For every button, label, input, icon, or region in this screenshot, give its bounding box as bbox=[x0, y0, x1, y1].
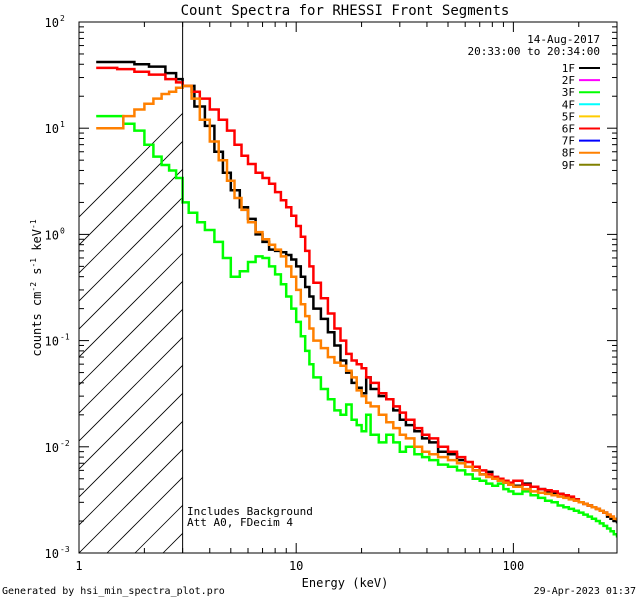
y-tick-exponent: -3 bbox=[60, 545, 70, 554]
series-group bbox=[96, 60, 617, 538]
footer-date: 29-Apr-2023 01:37 bbox=[534, 586, 636, 597]
hatch-line bbox=[79, 224, 183, 330]
series-8f-line bbox=[96, 84, 617, 521]
attenuator-hatch-region bbox=[79, 112, 183, 553]
hatch-line bbox=[79, 196, 183, 302]
y-label-part: s bbox=[30, 268, 44, 282]
series-3f-line bbox=[96, 114, 617, 538]
legend-label-6f: 6F bbox=[562, 123, 575, 136]
x-tick-label: 1 bbox=[75, 559, 82, 573]
hatch-line bbox=[79, 364, 183, 470]
footer-generated-by: Generated by hsi_min_spectra_plot.pro bbox=[2, 586, 225, 597]
y-tick-label: 10 bbox=[45, 16, 59, 30]
y-label-exp: -2 bbox=[29, 282, 38, 292]
y-tick-exponent: 0 bbox=[60, 226, 65, 235]
y-tick-label: 10 bbox=[45, 228, 59, 242]
y-tick-exponent: -2 bbox=[60, 439, 70, 448]
x-tick-label: 10 bbox=[289, 559, 303, 573]
hatch-line bbox=[79, 252, 183, 358]
x-tick-label: 100 bbox=[503, 559, 525, 573]
hatch-line bbox=[79, 392, 183, 498]
y-tick-label: 10 bbox=[45, 547, 59, 561]
plot-frame bbox=[78, 21, 618, 554]
legend-label-4f: 4F bbox=[562, 98, 575, 111]
y-tick-exponent: -1 bbox=[60, 333, 70, 342]
legend-label-8f: 8F bbox=[562, 147, 575, 160]
note-attenuator: Att A0, FDecim 4 bbox=[187, 516, 293, 529]
y-label-exp: -1 bbox=[29, 258, 38, 268]
legend-label-1f: 1F bbox=[562, 62, 575, 75]
note-background: Includes Background bbox=[187, 505, 313, 518]
y-label-part: keV bbox=[30, 229, 44, 258]
chart-title: Count Spectra for RHESSI Front Segments bbox=[181, 3, 510, 19]
date-label: 14-Aug-2017 bbox=[527, 33, 600, 46]
y-tick-exponent: 1 bbox=[60, 120, 65, 129]
y-tick-exponent: 2 bbox=[60, 14, 65, 23]
series-6f-line bbox=[96, 66, 617, 521]
hatch-line bbox=[79, 280, 183, 386]
legend-label-5f: 5F bbox=[562, 110, 575, 123]
legend-label-7f: 7F bbox=[562, 135, 575, 148]
y-label-part: counts cm bbox=[30, 292, 44, 357]
x-axis-label: Energy (keV) bbox=[302, 576, 389, 590]
y-tick-label: 10 bbox=[45, 122, 59, 136]
y-axis-label: counts cm-2 s-1 keV-1 bbox=[29, 219, 44, 356]
legend-label-9f: 9F bbox=[562, 159, 575, 172]
y-tick-label: 10 bbox=[45, 441, 59, 455]
y-label-exp: -1 bbox=[29, 219, 38, 229]
hatch-line bbox=[79, 448, 183, 553]
legend-label-3f: 3F bbox=[562, 86, 575, 99]
hatch-line bbox=[79, 420, 183, 526]
time-range-label: 20:33:00 to 20:34:00 bbox=[468, 45, 600, 58]
legend-label-2f: 2F bbox=[562, 74, 575, 87]
y-tick-label: 10 bbox=[45, 335, 59, 349]
